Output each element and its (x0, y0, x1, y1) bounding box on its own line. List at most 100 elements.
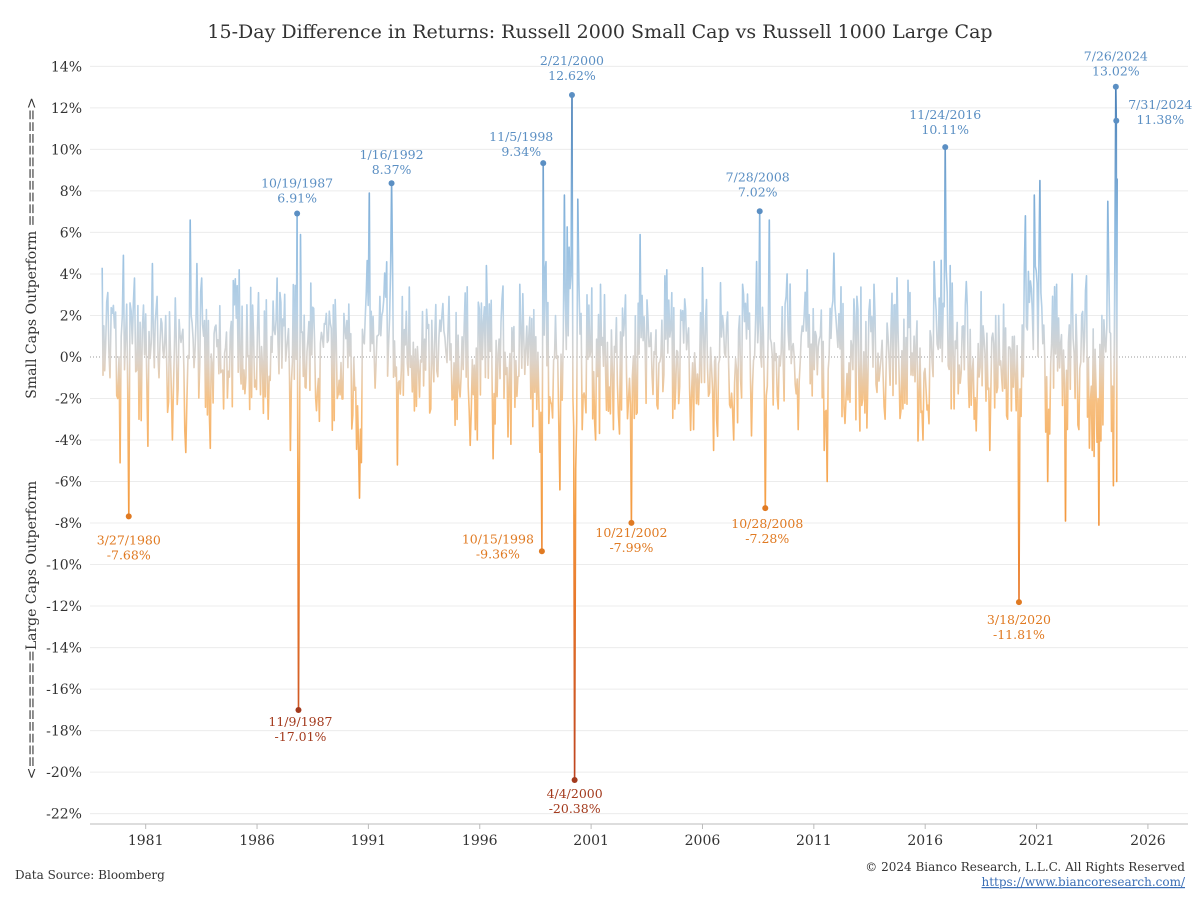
y-tick-label: -4% (55, 433, 82, 449)
annotation-value: -20.38% (549, 801, 601, 816)
x-tick-label: 2001 (573, 833, 609, 849)
y-tick-label: -8% (55, 516, 82, 532)
annotation-marker (571, 776, 578, 783)
annotation-value: 13.02% (1092, 64, 1140, 79)
y-tick-label: -18% (46, 724, 82, 740)
annotations: 3/27/1980-7.68%10/19/19876.91%11/9/1987-… (97, 49, 1193, 816)
x-tick-label: 2016 (907, 833, 943, 849)
annotation-date: 3/27/1980 (97, 532, 161, 547)
annotation-date: 3/18/2020 (987, 612, 1051, 627)
x-tick-label: 1991 (351, 833, 387, 849)
annotation-marker (1112, 83, 1119, 90)
annotation-marker (756, 208, 763, 215)
y-tick-label: 10% (51, 142, 82, 158)
y-tick-label: -10% (46, 558, 82, 574)
annotation-marker (388, 180, 395, 187)
annotation-marker (1113, 117, 1120, 124)
y-tick-label: 6% (60, 225, 82, 241)
annotation-marker (942, 144, 949, 151)
annotation-value: 9.34% (501, 144, 541, 159)
annotation-marker (568, 92, 575, 99)
y-tick-label: -12% (46, 599, 82, 615)
annotation-value: -17.01% (275, 729, 327, 744)
annotation-value: 6.91% (277, 191, 317, 206)
annotation-date: 11/24/2016 (909, 107, 981, 122)
annotation-value: -7.68% (107, 547, 151, 562)
annotation-date: 10/19/1987 (261, 176, 333, 191)
y-tick-label: -6% (55, 475, 82, 491)
y-tick-label: 0% (60, 350, 82, 366)
annotation-marker (1015, 599, 1022, 606)
annotation: 10/15/1998-9.36% (462, 531, 545, 561)
annotation: 3/18/2020-11.81% (987, 599, 1051, 642)
annotation-value: -7.28% (745, 531, 789, 546)
annotation-value: -11.81% (993, 627, 1045, 642)
annotation-marker (540, 160, 547, 167)
annotation: 3/27/1980-7.68% (97, 513, 161, 562)
y-tick-label: 8% (60, 184, 82, 200)
annotation-marker (762, 505, 769, 512)
annotation-value: 12.62% (548, 68, 596, 83)
annotation-value: 11.38% (1136, 112, 1184, 127)
chart-title: 15-Day Difference in Returns: Russell 20… (207, 21, 992, 43)
copyright: © 2024 Bianco Research, L.L.C. All Right… (865, 860, 1185, 874)
x-tick-label: 2026 (1130, 833, 1166, 849)
annotation-value: -7.99% (609, 540, 653, 555)
y-tick-label: -20% (46, 765, 82, 781)
annotation-date: 7/31/2024 (1128, 97, 1192, 112)
annotation-marker (538, 548, 545, 555)
y-tick-label: -22% (46, 807, 82, 823)
y-axis: -22% -20% -18% -16% -14% -12% -10% -8% -6% -4% -2%… (46, 59, 82, 822)
annotation-value: 10.11% (921, 122, 969, 137)
annotation-marker (295, 707, 302, 714)
annotation: 10/28/2008-7.28% (731, 505, 803, 546)
annotation-date: 10/28/2008 (731, 516, 803, 531)
annotation-marker (294, 210, 301, 217)
annotation-date: 2/21/2000 (540, 53, 604, 68)
annotation-marker (628, 519, 635, 526)
x-tick-label: 2021 (1019, 833, 1055, 849)
y-tick-label: 2% (60, 308, 82, 324)
annotation: 11/9/1987-17.01% (268, 707, 333, 744)
x-tick-label: 1996 (462, 833, 498, 849)
annotation-date: 11/5/1998 (489, 129, 553, 144)
annotation-value: -9.36% (476, 546, 520, 561)
series-line (101, 85, 1118, 781)
annotation-marker (125, 513, 132, 520)
y-tick-label: 4% (60, 267, 82, 283)
annotation-value: 8.37% (372, 162, 412, 177)
y-tick-label: 12% (51, 101, 82, 117)
website-link[interactable]: https://www.biancoresearch.com/ (981, 875, 1185, 889)
grid-lines (90, 65, 1188, 825)
y-axis-label-bottom: <==========Large Caps Outperform (24, 481, 40, 779)
x-tick-label: 1986 (239, 833, 275, 849)
annotation-value: 7.02% (738, 184, 778, 199)
y-tick-label: -14% (46, 641, 82, 657)
data-source: Data Source: Bloomberg (15, 868, 165, 882)
annotation-date: 11/9/1987 (268, 714, 332, 729)
annotation-date: 7/28/2008 (726, 169, 790, 184)
y-axis-label-top: Small Caps Outperform ==========> (24, 97, 40, 398)
y-tick-label: -2% (55, 391, 82, 407)
annotation-date: 4/4/2000 (547, 786, 603, 801)
x-tick-label: 2011 (796, 833, 832, 849)
annotation-date: 10/21/2002 (595, 525, 667, 540)
x-axis: 1981 1986 1991 1996 2001 2006 2011 2016 2021 2026 (128, 824, 1166, 849)
annotation-date: 1/16/1992 (360, 147, 424, 162)
annotation-date: 7/26/2024 (1084, 49, 1148, 64)
x-tick-label: 1981 (128, 833, 164, 849)
y-tick-label: -16% (46, 682, 82, 698)
y-tick-label: 14% (51, 59, 82, 75)
annotation: 10/21/2002-7.99% (595, 519, 667, 555)
annotation: 4/4/2000-20.38% (547, 776, 603, 816)
x-tick-label: 2006 (685, 833, 721, 849)
